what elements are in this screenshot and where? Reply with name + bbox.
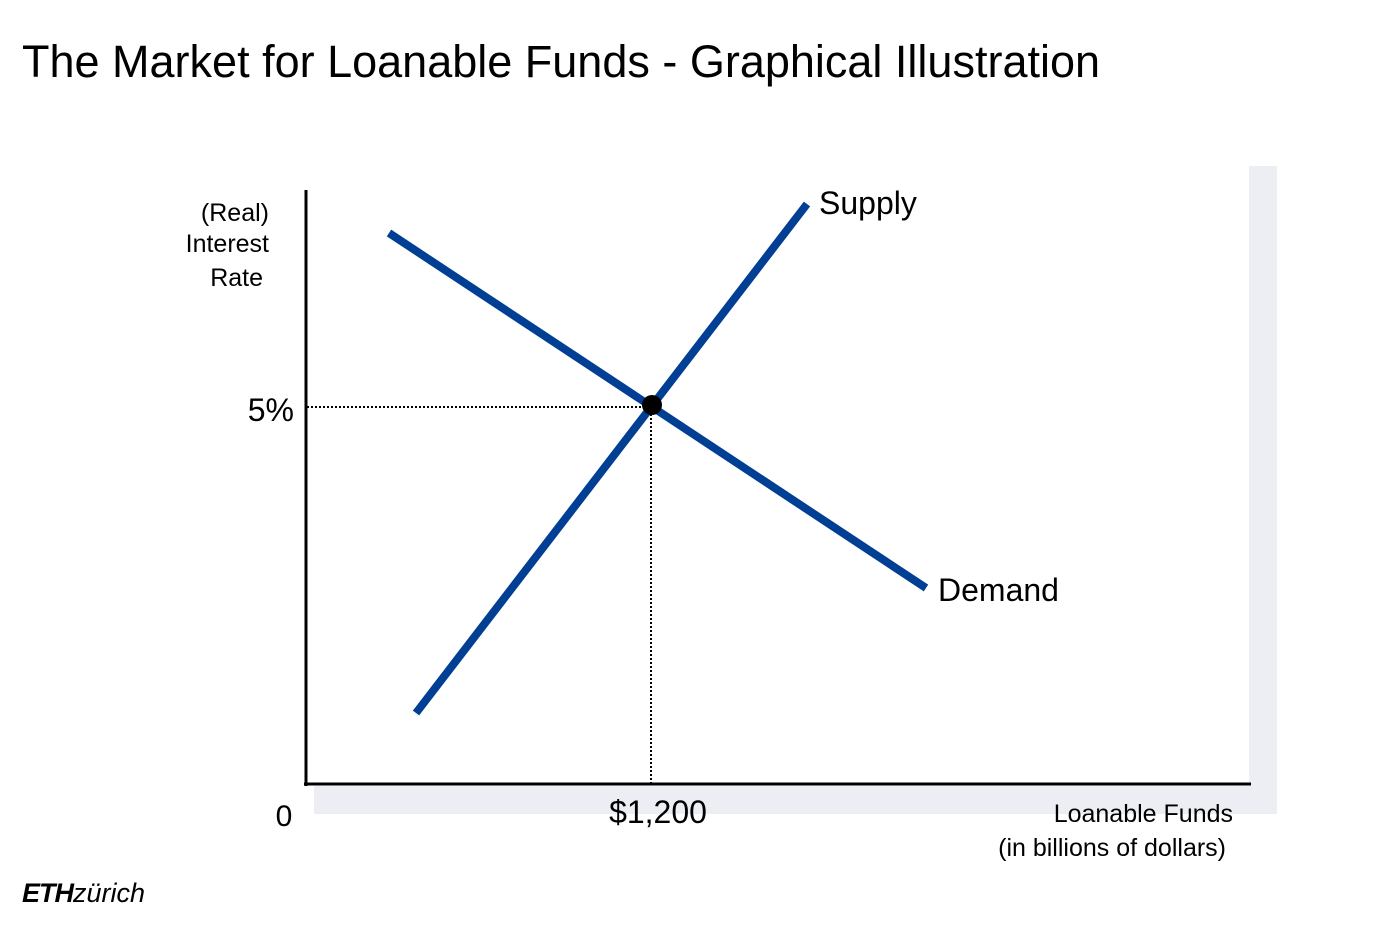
x-axis-label-line-2: (in billions of dollars) <box>998 834 1226 862</box>
x-axis-label-line-1: Loanable Funds <box>1054 800 1233 828</box>
logo-eth: ETH <box>22 878 74 908</box>
supply-curve <box>412 201 811 716</box>
equilibrium-quantity-label: $1,200 <box>609 794 707 830</box>
origin-label: 0 <box>276 800 293 833</box>
logo-zurich: zürich <box>73 878 146 908</box>
demand-label: Demand <box>938 572 1059 608</box>
y-axis-label-line-1: (Real) <box>201 199 269 227</box>
page-title: The Market for Loanable Funds - Graphica… <box>22 36 1101 87</box>
y-axis-label-line-2: Interest <box>186 230 269 258</box>
equilibrium-rate-label: 5% <box>248 392 294 428</box>
eth-zurich-logo: ETHzürich <box>22 876 145 910</box>
chart-shadow-bottom <box>314 786 1277 814</box>
y-axis-label-line-3: Rate <box>210 264 263 292</box>
equilibrium-point <box>642 395 662 415</box>
supply-label: Supply <box>819 185 917 221</box>
chart-shadow-right <box>1249 166 1277 814</box>
